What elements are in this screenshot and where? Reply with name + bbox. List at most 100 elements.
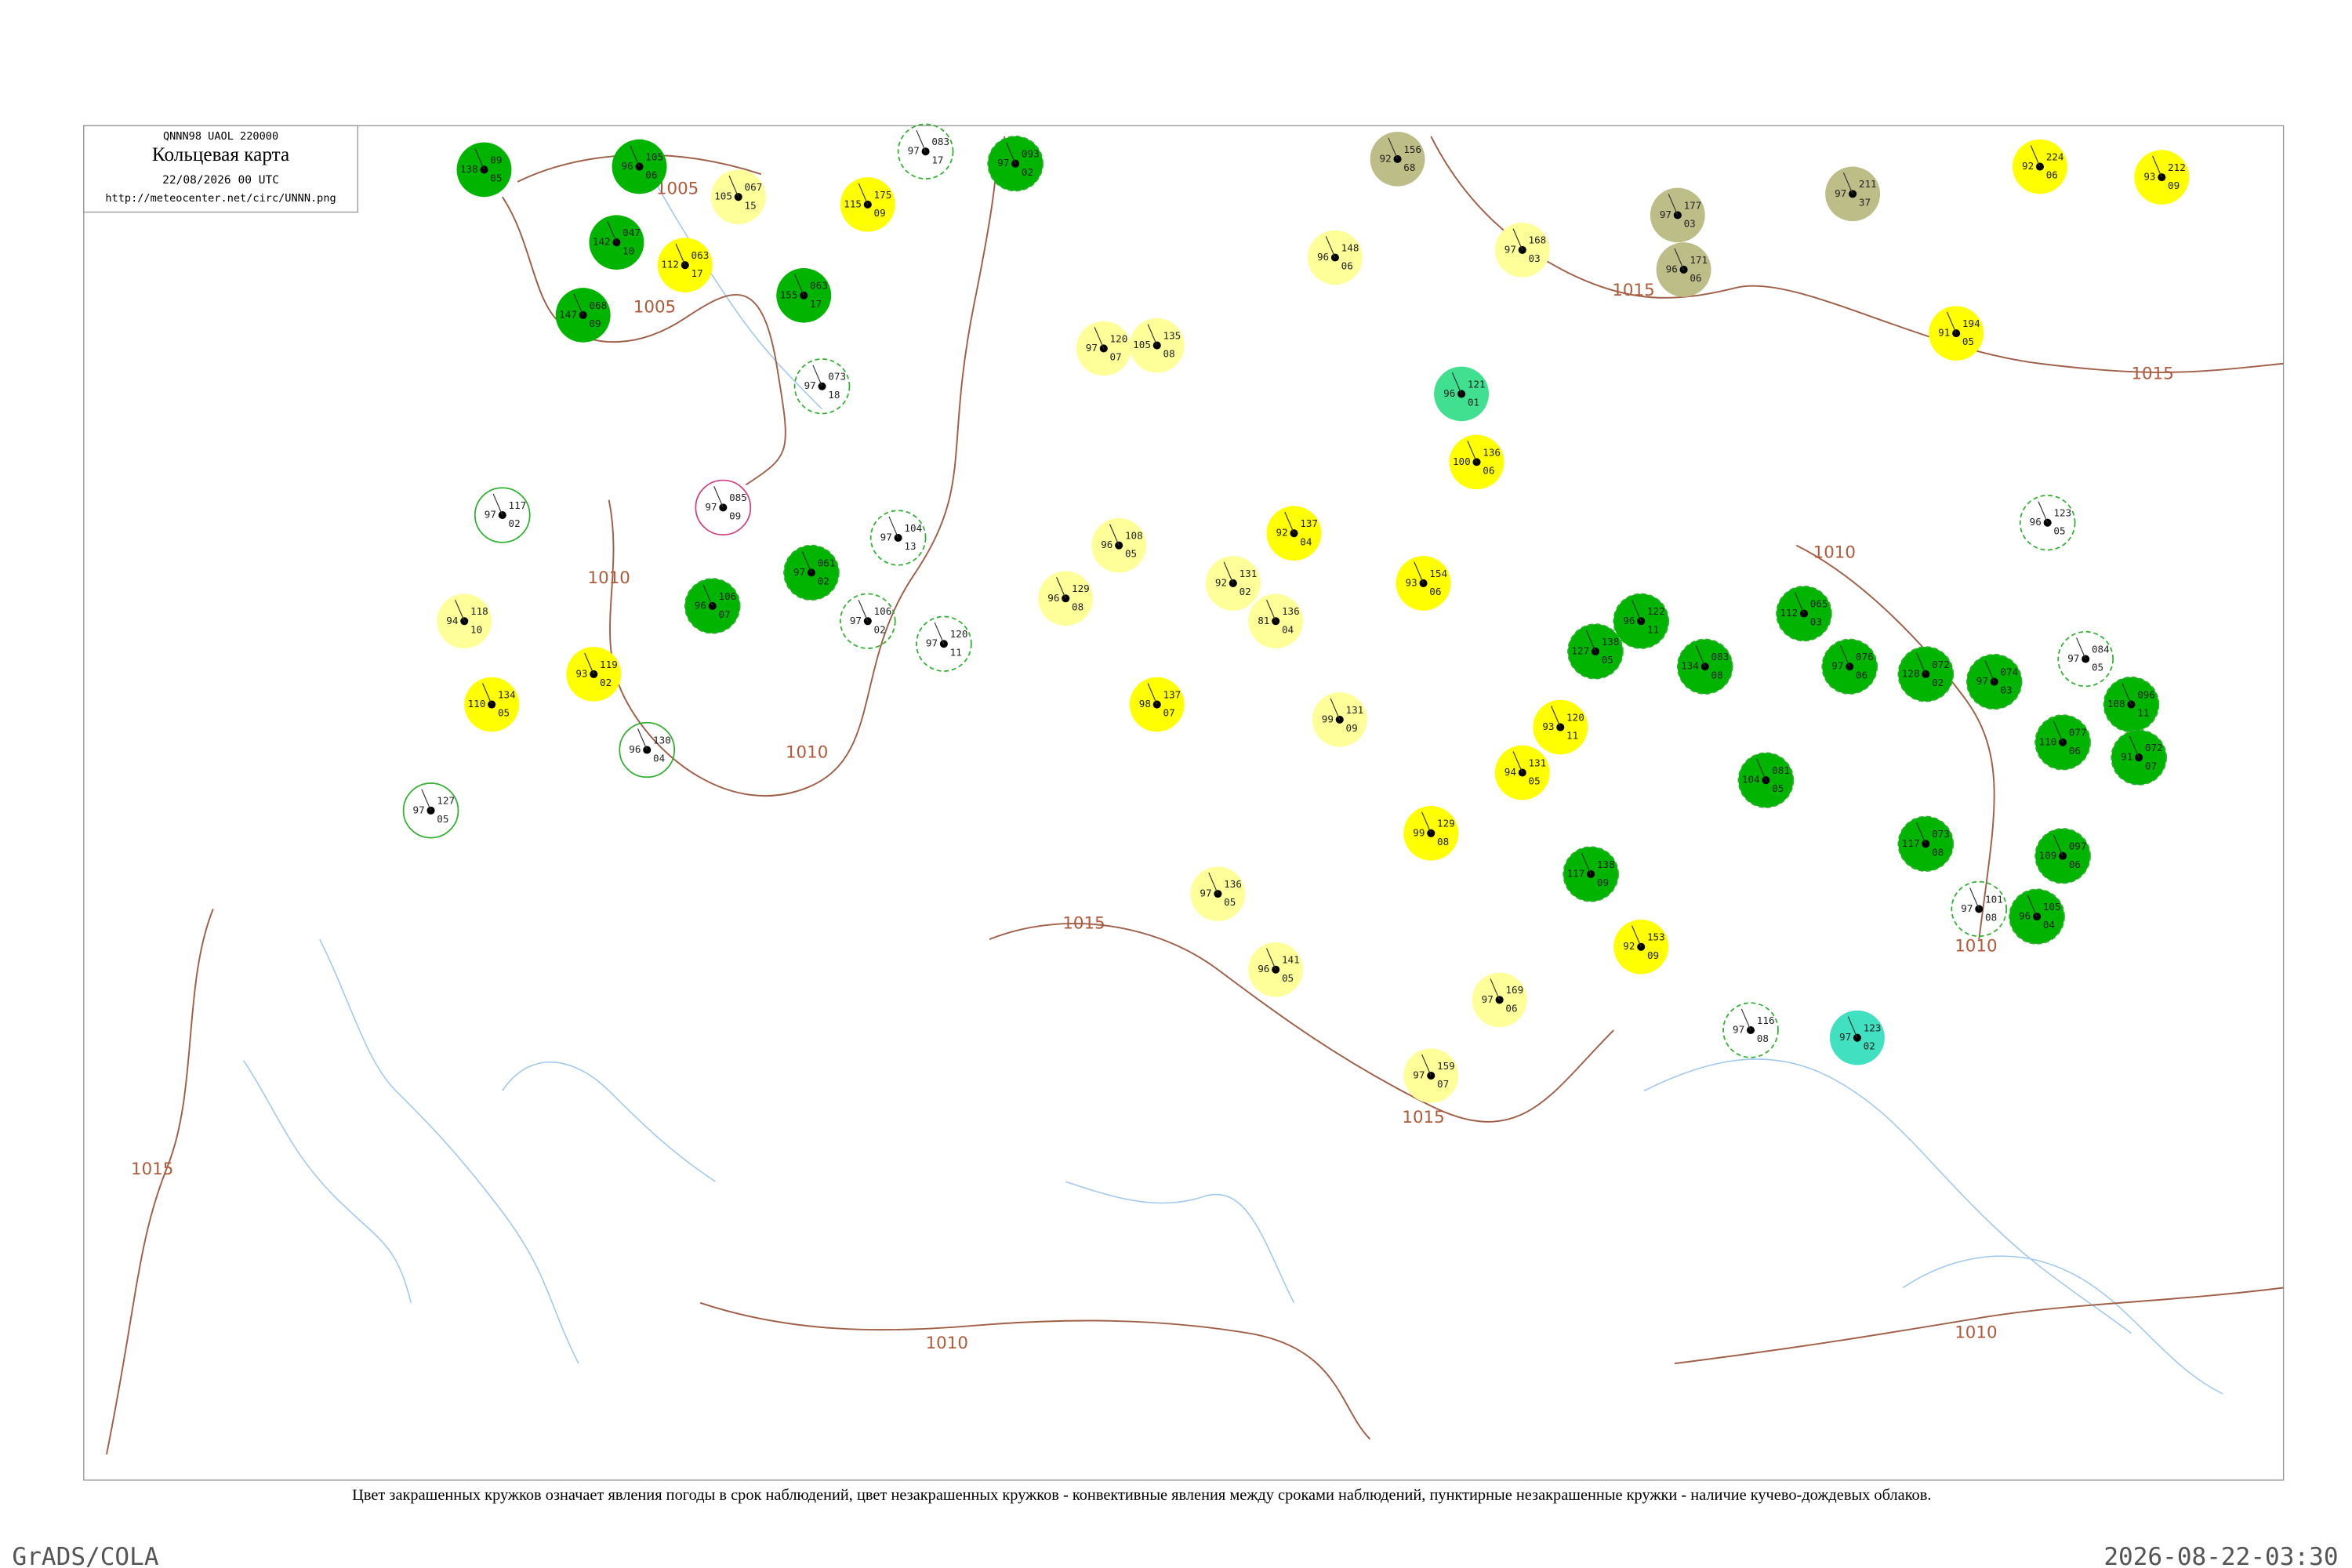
station-temp: 97 <box>1831 660 1843 672</box>
station: 97 084 05 <box>2057 630 2114 688</box>
station: 115 175 09 <box>840 177 895 232</box>
station: 91 072 07 <box>2111 729 2167 786</box>
station-temp: 105 <box>714 191 732 202</box>
wind-barb <box>481 683 492 705</box>
station-temp: 96 <box>1047 592 1059 604</box>
station-pressure: 153 <box>1647 931 1665 943</box>
station-temp: 127 <box>1571 644 1589 656</box>
station-pressure: 083 <box>1711 651 1730 662</box>
header-url: http://meteocenter.net/circ/UNNN.png <box>105 192 336 205</box>
station-temp: 155 <box>780 289 798 300</box>
wind-barb <box>1208 872 1218 895</box>
station-circle <box>2019 495 2076 551</box>
station: 97 169 06 <box>1472 972 1527 1028</box>
station-temp: 93 <box>1406 576 1417 588</box>
station-tendency: 06 <box>1341 260 1353 272</box>
station: 96 121 01 <box>1434 366 1490 422</box>
wind-barb <box>1842 172 1853 194</box>
station-circle <box>916 615 972 672</box>
station: 96 108 05 <box>1091 517 1147 573</box>
station: 97 211 37 <box>1825 166 1881 222</box>
station-temp: 96 <box>1258 963 1269 975</box>
station: 96 141 05 <box>1248 942 1304 997</box>
wind-barb <box>474 148 485 170</box>
station-temp: 128 <box>1902 667 1920 679</box>
station-temp: 91 <box>2121 751 2132 763</box>
wind-barb <box>1551 706 1561 728</box>
station-tendency: 05 <box>1529 775 1541 787</box>
station-tendency: 05 <box>1602 654 1613 666</box>
wind-barb <box>492 493 503 516</box>
station: 155 063 17 <box>776 268 832 323</box>
station-tendency: 05 <box>1962 336 1974 347</box>
station-temp: 96 <box>1623 615 1635 626</box>
station-tendency: 17 <box>931 154 943 165</box>
station: 97 085 09 <box>695 479 752 535</box>
station-pressure: 211 <box>1859 178 1877 190</box>
station-tendency: 37 <box>1859 196 1871 208</box>
station-pressure: 131 <box>1346 704 1364 716</box>
station-pressure: 137 <box>1163 688 1181 700</box>
station-pressure: 136 <box>1282 605 1300 617</box>
station-tendency: 07 <box>2145 760 2157 771</box>
station-tendency: 08 <box>1711 669 1723 681</box>
station-pressure: 123 <box>2053 507 2071 519</box>
wind-barb <box>1109 524 1120 546</box>
station: 97 123 02 <box>1829 1010 1885 1065</box>
station-dot <box>1587 869 1595 879</box>
station-temp: 142 <box>593 236 611 248</box>
station: 96 171 06 <box>1656 242 1711 297</box>
station-pressure: 136 <box>1224 878 1242 890</box>
wind-barb <box>573 293 584 316</box>
station-temp: 97 <box>880 532 892 543</box>
isobar-label: 1010 <box>588 568 630 588</box>
station-tendency: 06 <box>2069 745 2081 757</box>
wind-barb <box>675 243 686 266</box>
station-dot <box>2035 162 2044 171</box>
station-temp: 97 <box>1976 675 1988 687</box>
station-tendency: 11 <box>1566 730 1578 742</box>
station-tendency: 09 <box>1346 722 1358 734</box>
station-temp: 97 <box>413 804 425 815</box>
station-tendency: 08 <box>1163 348 1174 360</box>
wind-barb <box>2038 501 2049 523</box>
isobar-label: 1015 <box>131 1160 173 1179</box>
station-tendency: 07 <box>1163 707 1174 719</box>
isobar-label: 1015 <box>1402 1108 1444 1127</box>
wind-barb <box>1740 1008 1751 1031</box>
station-tendency: 04 <box>653 753 665 764</box>
station-pressure: 101 <box>1985 893 2003 905</box>
station: 142 047 10 <box>589 215 644 270</box>
station-temp: 99 <box>1322 713 1334 724</box>
station-circle <box>1722 1002 1779 1058</box>
isobar-labels: 1005100510101010101510101015101510151015… <box>131 180 2174 1353</box>
station-temp: 97 <box>1961 902 1973 914</box>
station-pressure: 138 <box>1602 636 1620 648</box>
station-temp: 92 <box>1215 576 1227 588</box>
wind-barb <box>2053 720 2063 743</box>
station-temp: 92 <box>1623 940 1635 952</box>
station-circle <box>793 358 851 415</box>
station-pressure: 104 <box>904 522 922 534</box>
wind-barb <box>1467 441 1478 463</box>
station-tendency: 13 <box>904 540 916 552</box>
station-tendency: 09 <box>1647 949 1659 961</box>
station-tendency: 17 <box>810 298 822 310</box>
station: 97 117 02 <box>474 487 531 543</box>
wind-barb <box>607 220 617 243</box>
station-pressure: 121 <box>1468 378 1486 390</box>
isobar-label: 1010 <box>926 1334 968 1353</box>
station-pressure: 169 <box>1505 984 1523 996</box>
station: 104 081 05 <box>1737 752 1795 808</box>
station-pressure: 118 <box>470 605 488 617</box>
station-tendency: 05 <box>490 172 502 184</box>
station: 97 168 03 <box>1494 223 1550 278</box>
station-pressure: 061 <box>818 557 836 568</box>
station-temp: 92 <box>2022 160 2034 172</box>
station-pressure: 072 <box>1932 659 1950 670</box>
station-pressure: 119 <box>600 659 618 670</box>
station: 96 105 04 <box>2009 888 2065 945</box>
station: 96 122 11 <box>1613 593 1670 649</box>
station-dot <box>2158 173 2166 182</box>
station-pressure: 168 <box>1529 234 1547 246</box>
